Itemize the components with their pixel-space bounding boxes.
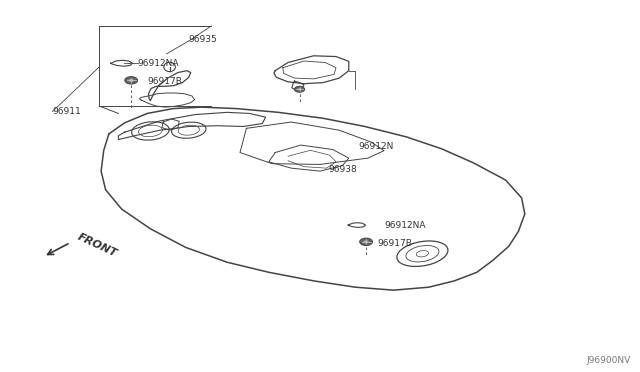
Text: 96912N: 96912N bbox=[358, 142, 394, 151]
Circle shape bbox=[364, 240, 369, 243]
Circle shape bbox=[298, 88, 301, 90]
Text: 96917B: 96917B bbox=[147, 77, 182, 86]
Circle shape bbox=[294, 86, 305, 92]
Text: 96912NA: 96912NA bbox=[384, 221, 426, 230]
Text: J96900NV: J96900NV bbox=[586, 356, 630, 365]
Circle shape bbox=[360, 238, 372, 246]
Text: 96938: 96938 bbox=[328, 165, 357, 174]
Text: FRONT: FRONT bbox=[76, 232, 118, 259]
Circle shape bbox=[129, 79, 134, 82]
Text: 96917B: 96917B bbox=[378, 239, 412, 248]
Text: 96912NA: 96912NA bbox=[138, 59, 179, 68]
Circle shape bbox=[125, 77, 138, 84]
Text: 96911: 96911 bbox=[52, 107, 81, 116]
Text: 96935: 96935 bbox=[189, 35, 218, 44]
